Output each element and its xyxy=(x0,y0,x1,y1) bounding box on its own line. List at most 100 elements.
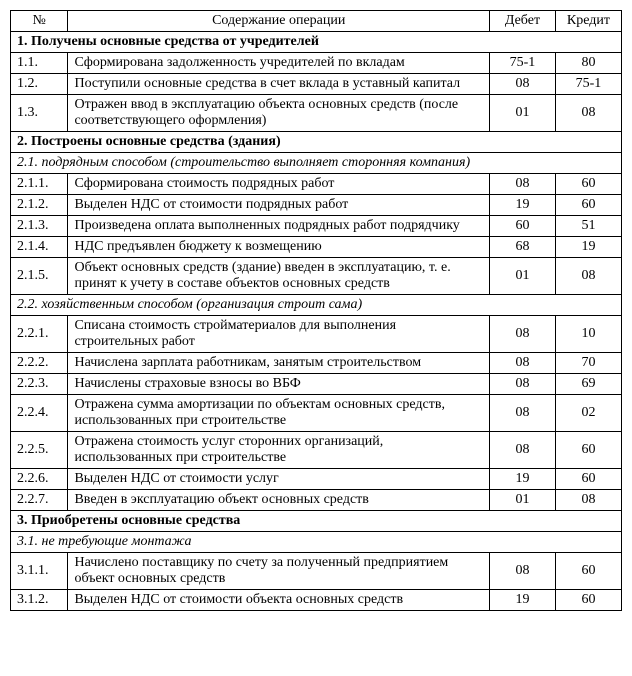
row-debit: 75-1 xyxy=(489,53,555,74)
table-row: 2.2.5.Отражена стоимость услуг сторонних… xyxy=(11,432,622,469)
row-operation: Произведена оплата выполненных подрядных… xyxy=(68,216,490,237)
row-operation: Начислены страховые взносы во ВБФ xyxy=(68,374,490,395)
row-number: 3.1.2. xyxy=(11,590,68,611)
row-number: 2.2.5. xyxy=(11,432,68,469)
row-number: 2.1.4. xyxy=(11,237,68,258)
row-number: 1.2. xyxy=(11,74,68,95)
row-operation: Отражена стоимость услуг сторонних орган… xyxy=(68,432,490,469)
row-credit: 51 xyxy=(555,216,621,237)
row-credit: 02 xyxy=(555,395,621,432)
row-credit: 60 xyxy=(555,590,621,611)
row-number: 2.1.3. xyxy=(11,216,68,237)
table-row: 2.2.3.Начислены страховые взносы во ВБФ0… xyxy=(11,374,622,395)
row-debit: 08 xyxy=(489,174,555,195)
row-number: 2.1.2. xyxy=(11,195,68,216)
section-heading: 1. Получены основные средства от учредит… xyxy=(11,32,622,53)
row-debit: 08 xyxy=(489,395,555,432)
row-credit: 69 xyxy=(555,374,621,395)
table-row: 2.1. подрядным способом (строительство в… xyxy=(11,153,622,174)
row-credit: 08 xyxy=(555,95,621,132)
row-number: 2.2.7. xyxy=(11,490,68,511)
table-row: 2.2.7.Введен в эксплуатацию объект основ… xyxy=(11,490,622,511)
row-operation: Объект основных средств (здание) введен … xyxy=(68,258,490,295)
row-debit: 19 xyxy=(489,195,555,216)
row-credit: 80 xyxy=(555,53,621,74)
row-credit: 60 xyxy=(555,432,621,469)
row-debit: 60 xyxy=(489,216,555,237)
table-row: 1.1.Сформирована задолженность учредител… xyxy=(11,53,622,74)
row-operation: Выделен НДС от стоимости подрядных работ xyxy=(68,195,490,216)
row-number: 2.1.5. xyxy=(11,258,68,295)
row-debit: 01 xyxy=(489,95,555,132)
row-debit: 08 xyxy=(489,74,555,95)
table-row: 1. Получены основные средства от учредит… xyxy=(11,32,622,53)
row-debit: 19 xyxy=(489,590,555,611)
header-debit: Дебет xyxy=(489,11,555,32)
row-number: 2.2.2. xyxy=(11,353,68,374)
row-debit: 68 xyxy=(489,237,555,258)
table-row: 2.1.3.Произведена оплата выполненных под… xyxy=(11,216,622,237)
table-row: 2.1.5.Объект основных средств (здание) в… xyxy=(11,258,622,295)
row-credit: 60 xyxy=(555,195,621,216)
table-row: 2.2.6.Выделен НДС от стоимости услуг1960 xyxy=(11,469,622,490)
row-operation: Отражена сумма амортизации по объектам о… xyxy=(68,395,490,432)
table-row: 2.1.2.Выделен НДС от стоимости подрядных… xyxy=(11,195,622,216)
table-row: 2.2.4.Отражена сумма амортизации по объе… xyxy=(11,395,622,432)
row-operation: Выделен НДС от стоимости услуг xyxy=(68,469,490,490)
table-header-row: № Содержание операции Дебет Кредит xyxy=(11,11,622,32)
row-operation: Сформирована стоимость подрядных работ xyxy=(68,174,490,195)
row-credit: 60 xyxy=(555,553,621,590)
row-operation: Выделен НДС от стоимости объекта основны… xyxy=(68,590,490,611)
table-row: 3.1.2.Выделен НДС от стоимости объекта о… xyxy=(11,590,622,611)
row-credit: 10 xyxy=(555,316,621,353)
header-credit: Кредит xyxy=(555,11,621,32)
row-credit: 08 xyxy=(555,258,621,295)
row-debit: 08 xyxy=(489,432,555,469)
table-row: 2.1.4.НДС предъявлен бюджету к возмещени… xyxy=(11,237,622,258)
table-row: 2.2.1.Списана стоимость стройматериалов … xyxy=(11,316,622,353)
row-number: 2.2.6. xyxy=(11,469,68,490)
row-debit: 08 xyxy=(489,353,555,374)
table-row: 2.1.1.Сформирована стоимость подрядных р… xyxy=(11,174,622,195)
header-number: № xyxy=(11,11,68,32)
subsection-heading: 2.1. подрядным способом (строительство в… xyxy=(11,153,622,174)
row-operation: Поступили основные средства в счет вклад… xyxy=(68,74,490,95)
row-number: 2.2.3. xyxy=(11,374,68,395)
row-operation: Списана стоимость стройматериалов для вы… xyxy=(68,316,490,353)
row-operation: Начислено поставщику по счету за получен… xyxy=(68,553,490,590)
row-credit: 60 xyxy=(555,174,621,195)
row-operation: НДС предъявлен бюджету к возмещению xyxy=(68,237,490,258)
table-row: 1.3.Отражен ввод в эксплуатацию объекта … xyxy=(11,95,622,132)
row-credit: 60 xyxy=(555,469,621,490)
table-body: 1. Получены основные средства от учредит… xyxy=(11,32,622,611)
row-credit: 75-1 xyxy=(555,74,621,95)
row-debit: 01 xyxy=(489,490,555,511)
section-heading: 2. Построены основные средства (здания) xyxy=(11,132,622,153)
accounting-table: № Содержание операции Дебет Кредит 1. По… xyxy=(10,10,622,611)
row-number: 3.1.1. xyxy=(11,553,68,590)
row-credit: 19 xyxy=(555,237,621,258)
row-operation: Сформирована задолженность учредителей п… xyxy=(68,53,490,74)
table-row: 3. Приобретены основные средства xyxy=(11,511,622,532)
row-credit: 70 xyxy=(555,353,621,374)
row-credit: 08 xyxy=(555,490,621,511)
table-row: 2. Построены основные средства (здания) xyxy=(11,132,622,153)
table-row: 2.2. хозяйственным способом (организация… xyxy=(11,295,622,316)
table-row: 3.1. не требующие монтажа xyxy=(11,532,622,553)
row-operation: Отражен ввод в эксплуатацию объекта осно… xyxy=(68,95,490,132)
row-debit: 08 xyxy=(489,374,555,395)
subsection-heading: 3.1. не требующие монтажа xyxy=(11,532,622,553)
row-debit: 01 xyxy=(489,258,555,295)
section-heading: 3. Приобретены основные средства xyxy=(11,511,622,532)
row-operation: Начислена зарплата работникам, занятым с… xyxy=(68,353,490,374)
row-number: 2.2.1. xyxy=(11,316,68,353)
row-number: 2.2.4. xyxy=(11,395,68,432)
row-number: 1.3. xyxy=(11,95,68,132)
header-operation: Содержание операции xyxy=(68,11,490,32)
row-operation: Введен в эксплуатацию объект основных ср… xyxy=(68,490,490,511)
row-number: 1.1. xyxy=(11,53,68,74)
subsection-heading: 2.2. хозяйственным способом (организация… xyxy=(11,295,622,316)
row-debit: 08 xyxy=(489,553,555,590)
table-row: 3.1.1.Начислено поставщику по счету за п… xyxy=(11,553,622,590)
table-row: 2.2.2.Начислена зарплата работникам, зан… xyxy=(11,353,622,374)
